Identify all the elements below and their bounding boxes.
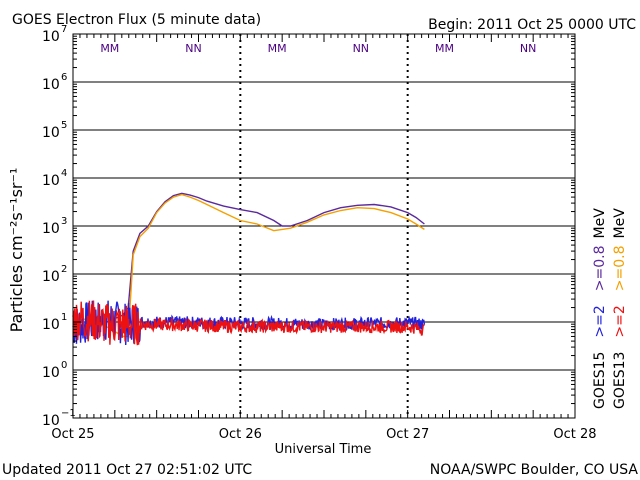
- y-tick-exponent: 1: [61, 312, 67, 323]
- y-tick-exponent: 3: [61, 216, 67, 227]
- x-axis-ticks: Oct 25 Oct 26 Oct 27 Oct 28: [51, 34, 597, 442]
- x-tick-label: Oct 26: [219, 427, 262, 442]
- y-tick-base: 10: [42, 77, 60, 93]
- y-tick-base: 10: [42, 221, 60, 237]
- legend-channel: >=0.8: [592, 245, 608, 291]
- y-tick-base: 10: [42, 29, 60, 45]
- x-tick-label: Oct 28: [553, 427, 596, 442]
- legend-goes15: GOES15 >=2 >=0.8 MeV: [592, 208, 608, 409]
- legend-channel: >=0.8: [612, 245, 628, 291]
- y-tick-base: 10: [42, 173, 60, 189]
- day-marker: NN: [520, 42, 536, 55]
- updated-timestamp: Updated 2011 Oct 27 02:51:02 UTC: [2, 462, 252, 478]
- y-tick-base: 10: [42, 365, 60, 381]
- day-marker: MM: [100, 42, 119, 55]
- y-tick-exponent: 5: [61, 120, 67, 131]
- y-tick-base: 10: [42, 413, 60, 429]
- legend-unit: MeV: [612, 208, 628, 239]
- legend-satellite: GOES15: [592, 352, 608, 409]
- day-marker: MM: [268, 42, 287, 55]
- x-tick-label: Oct 27: [386, 427, 429, 442]
- legend-unit: MeV: [592, 208, 608, 239]
- day-markers: MM NN MM NN MM NN: [100, 42, 536, 55]
- legend-channel: >=2: [612, 305, 628, 337]
- day-marker: MM: [435, 42, 454, 55]
- day-marker: NN: [185, 42, 201, 55]
- y-tick-exponent: 7: [61, 24, 67, 35]
- legend-satellite: GOES13: [612, 352, 628, 409]
- y-tick-base: 10: [42, 317, 60, 333]
- y-tick-exponent: 2: [61, 264, 67, 275]
- x-axis-label: Universal Time: [275, 442, 372, 457]
- credit-text: NOAA/SWPC Boulder, CO USA: [430, 462, 639, 478]
- y-tick-exponent: −1: [61, 408, 76, 419]
- y-tick-base: 10: [42, 269, 60, 285]
- series-goes15-0-8-mev: [72, 192, 425, 323]
- y-tick-exponent: 0: [61, 360, 67, 371]
- y-tick-exponent: 6: [61, 72, 67, 83]
- y-axis-label: Particles cm⁻²s⁻¹sr⁻¹: [7, 168, 26, 333]
- day-marker: NN: [353, 42, 369, 55]
- y-tick-base: 10: [42, 125, 60, 141]
- data-series: [72, 192, 426, 346]
- chart-title: GOES Electron Flux (5 minute data): [12, 12, 261, 28]
- legend-channel: >=2: [592, 305, 608, 337]
- series-goes13-0-8-mev: [72, 193, 425, 338]
- begin-label: Begin: 2011 Oct 25 0000 UTC: [428, 17, 636, 33]
- legend-goes13: GOES13 >=2 >=0.8 MeV: [612, 208, 628, 409]
- series-goes13-2-mev: [72, 300, 425, 346]
- x-tick-label: Oct 25: [51, 427, 94, 442]
- y-tick-exponent: 4: [61, 168, 67, 179]
